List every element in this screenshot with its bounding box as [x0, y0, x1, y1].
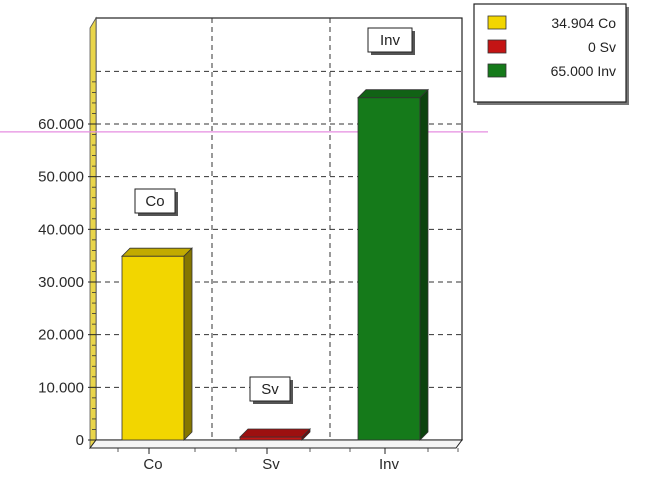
legend-swatch — [487, 15, 507, 30]
bar-sv — [239, 428, 311, 441]
data-label-text: Inv — [380, 32, 401, 49]
bar-side — [183, 247, 193, 441]
bar-co — [121, 247, 193, 441]
legend: 34.904 Co 0 Sv 65.000 Inv — [473, 3, 629, 105]
y-tick-label: 20.000 — [38, 327, 84, 344]
bar-side — [301, 428, 311, 441]
bar-side — [419, 88, 429, 441]
x-tick-label: Sv — [262, 456, 280, 473]
floor — [89, 439, 463, 449]
left-wall — [89, 16, 97, 450]
x-axis: Co Sv Inv — [117, 448, 459, 473]
y-tick-label: 10.000 — [38, 379, 84, 396]
data-label-text: Sv — [261, 381, 279, 398]
data-label-box — [367, 27, 413, 53]
y-tick-label: 30.000 — [38, 274, 84, 291]
data-label-inv: Inv — [367, 27, 415, 55]
legend-label: 0 Sv — [588, 39, 616, 55]
data-label-box — [134, 188, 176, 214]
bars — [121, 88, 429, 441]
bar-top — [121, 247, 193, 257]
bar-top — [239, 428, 311, 438]
legend-swatch — [487, 39, 507, 54]
data-label-text: Co — [145, 193, 164, 210]
y-tick-label: 40.000 — [38, 221, 84, 238]
y-tick-label: 0 — [76, 432, 84, 449]
data-label-co: Co — [134, 188, 178, 216]
bar-front — [357, 97, 421, 441]
data-labels: Co Sv Inv — [134, 27, 415, 404]
data-label-box — [249, 376, 291, 402]
bar-front — [239, 436, 303, 441]
bar-top — [357, 89, 429, 99]
y-axis: 0 10.000 20.000 30.000 40.000 50.000 60.000 — [38, 81, 96, 449]
x-tick-label: Inv — [379, 456, 400, 473]
y-tick-label: 50.000 — [38, 169, 84, 186]
x-tick-label: Co — [143, 456, 162, 473]
bar-front — [121, 255, 185, 441]
legend-swatch — [487, 63, 507, 78]
legend-label: 65.000 Inv — [551, 63, 616, 79]
y-tick-label: 60.000 — [38, 116, 84, 133]
data-label-sv: Sv — [249, 376, 293, 404]
legend-label: 34.904 Co — [551, 15, 616, 31]
bar-inv — [357, 88, 429, 441]
